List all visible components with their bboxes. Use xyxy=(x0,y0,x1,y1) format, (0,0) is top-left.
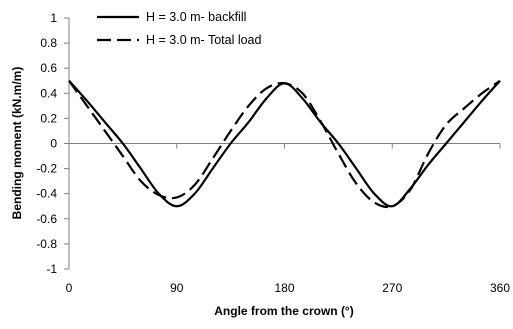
legend: H = 3.0 m- backfill H = 3.0 m- Total load xyxy=(97,10,262,47)
x-tick-label: 360 xyxy=(490,281,510,295)
y-tick-label: 0.6 xyxy=(40,61,57,75)
y-tick-label: 0.8 xyxy=(40,36,57,50)
legend-label: H = 3.0 m- Total load xyxy=(146,33,262,47)
y-tick-label: -0.8 xyxy=(36,237,57,251)
y-tick-label: -0.2 xyxy=(36,162,57,176)
y-tick-label: -0.4 xyxy=(36,187,57,201)
x-tick-label: 90 xyxy=(170,281,184,295)
series-line-total-load xyxy=(68,79,501,209)
y-tick-label: -0.6 xyxy=(36,212,57,226)
x-axis-title: Angle from the crown (°) xyxy=(214,304,353,318)
x-tick-label: 0 xyxy=(66,281,73,295)
y-tick-label: 0.4 xyxy=(40,86,57,100)
axes xyxy=(64,17,501,270)
x-tick-label: 270 xyxy=(382,281,402,295)
y-tick-label: 1 xyxy=(50,11,57,25)
series-lines xyxy=(68,79,501,209)
legend-label: H = 3.0 m- backfill xyxy=(146,10,246,24)
x-tick-label: 180 xyxy=(274,281,294,295)
y-tick-label: 0.2 xyxy=(40,111,57,125)
tick-labels: -1 -0.8 -0.6 -0.4 -0.2 0 0.2 0.4 0.6 0.8 1 0 90 180 27… xyxy=(36,11,510,295)
y-axis-title: Bending moment (kN.m/m) xyxy=(10,67,24,220)
y-tick-label: 0 xyxy=(50,137,57,151)
y-tick-label: -1 xyxy=(46,262,57,276)
